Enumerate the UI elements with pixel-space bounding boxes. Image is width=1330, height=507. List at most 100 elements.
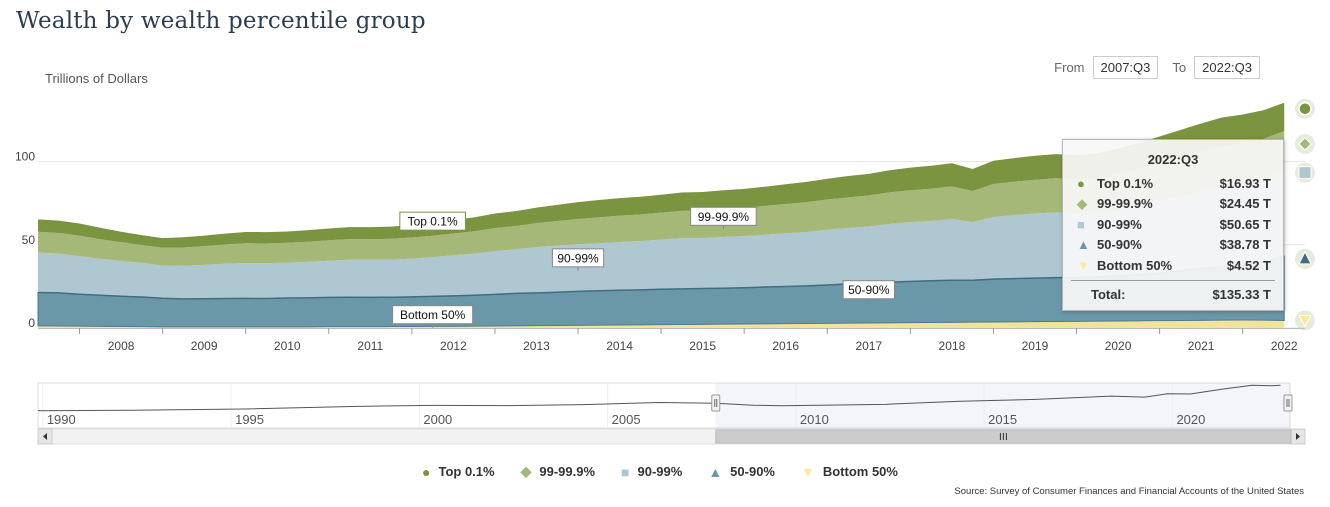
y-axis: 0 50 100 [15, 150, 35, 330]
navigator-left-handle[interactable] [711, 394, 721, 412]
chart-title: Wealth by wealth percentile group [16, 8, 426, 34]
50-90-end-marker [1298, 250, 1312, 265]
tooltip-series-value: $16.93 T [1219, 175, 1271, 191]
y-tick-label: 50 [22, 233, 36, 247]
stacked-areas [37, 102, 1285, 328]
x-axis: 2008 2009 2010 2011 2012 2013 2014 2015 2016 2017… [38, 328, 1305, 353]
annotation-bottom-50-: Bottom 50% [392, 305, 474, 328]
y-axis-units-label: Trillions of Dollars [45, 71, 148, 86]
tooltip-row: ▼ Bottom 50% $4.52 T [1063, 255, 1283, 276]
x-tick-label: 2015 [689, 339, 716, 353]
legend-symbol-icon: ◆ [520, 463, 532, 479]
tooltip-series-symbol-icon: ◆ [1077, 195, 1087, 211]
annotation-text: Top 0.1% [408, 215, 458, 229]
top-0.1-end-marker [1298, 102, 1312, 116]
from-date-input[interactable]: 2007:Q3 [1092, 56, 1159, 79]
legend-symbol-icon: ● [422, 463, 431, 480]
legend-item-90-99[interactable]: ■ 90-99% [621, 463, 682, 480]
navigator-series-line [37, 384, 1281, 412]
annotation-90-99-: 90-99% [551, 248, 605, 271]
to-label: To [1172, 60, 1187, 75]
navigator-tick-label: 2005 [612, 412, 641, 427]
tooltip-series-symbol-icon: ▲ [1077, 237, 1090, 253]
tooltip-series-symbol-icon: ● [1077, 175, 1085, 191]
x-tick-label: 2017 [855, 339, 882, 353]
annotation-text: 90-99% [557, 251, 599, 265]
date-range-selector: From 2007:Q3 To 2022:Q3 [1054, 56, 1260, 79]
legend-item-50-90[interactable]: ▲ 50-90% [708, 463, 775, 480]
legend-label: 90-99% [637, 464, 683, 479]
tooltip-row: ▲ 50-90% $38.78 T [1063, 235, 1283, 256]
annotation-box [399, 211, 466, 231]
x-tick-label: 2021 [1188, 339, 1215, 353]
tooltip-row: ● Top 0.1% $16.93 T [1063, 173, 1283, 194]
annotation-box [392, 305, 474, 325]
range-navigator[interactable]: 1990 1995 2000 2005 2010 2015 2020 [37, 382, 1306, 445]
y-tick-label: 100 [15, 150, 35, 164]
from-label: From [1054, 60, 1085, 75]
x-tick-label: 2010 [274, 339, 301, 353]
scroll-right-arrow-icon [1296, 433, 1300, 440]
navigator-tick-label: 2000 [423, 412, 452, 427]
legend-symbol-icon: ▼ [800, 463, 815, 480]
tooltip-total-value: $135.33 T [1212, 286, 1271, 302]
x-tick-label: 2012 [440, 339, 467, 353]
legend-label: 99-99.9% [539, 464, 596, 479]
annotation-text: 50-90% [848, 283, 890, 297]
tooltip-series-name: Bottom 50% [1097, 257, 1173, 273]
x-tick-label: 2009 [191, 339, 218, 353]
tooltip-series-value: $4.52 T [1226, 257, 1271, 273]
90-99-end-marker [1298, 166, 1312, 180]
y-tick-label: 0 [28, 316, 35, 330]
99-99.9-area [38, 130, 1285, 266]
source-note: Source: Survey of Consumer Finances and … [954, 486, 1304, 497]
tooltip-row: ■ 90-99% $50.65 T [1063, 214, 1283, 235]
legend-label: Bottom 50% [822, 464, 898, 479]
legend-label: 50-90% [730, 464, 775, 479]
x-tick-label: 2016 [772, 339, 799, 353]
tooltip-series-name: Top 0.1% [1097, 175, 1154, 191]
x-tick-label: 2022 [1271, 339, 1298, 353]
tooltip-series-value: $38.78 T [1219, 237, 1271, 253]
to-date-input[interactable]: 2022:Q3 [1194, 56, 1260, 79]
legend-item-bottom-50[interactable]: ▼ Bottom 50% [801, 463, 898, 480]
tooltip-row: ◆ 99-99.9% $24.45 T [1063, 194, 1283, 215]
x-tick-label: 2011 [357, 339, 383, 353]
annotation-text: 99-99.9% [698, 210, 750, 224]
annotation-box [690, 206, 757, 226]
navigator-tick-label: 1995 [235, 412, 264, 427]
tooltip-series-value: $50.65 T [1219, 216, 1271, 232]
tooltip-series-symbol-icon: ▼ [1077, 257, 1090, 273]
legend-symbol-icon: ■ [621, 463, 630, 480]
bottom-50-area [38, 320, 1285, 328]
x-tick-label: 2018 [939, 339, 966, 353]
legend-item-top-0-1[interactable]: ● Top 0.1% [422, 463, 495, 480]
navigator-tick-label: 1990 [47, 412, 76, 427]
series-end-markers [1295, 98, 1315, 331]
legend-item-99-99-9[interactable]: ◆ 99-99.9% [521, 463, 595, 480]
tooltip-total-row: Total: $135.33 T [1071, 279, 1275, 302]
annotation-50-90-: 50-90% [842, 280, 895, 303]
navigator-right-handle[interactable] [1283, 394, 1293, 412]
tooltip-series-name: 90-99% [1097, 216, 1142, 232]
annotation-text: Bottom 50% [400, 308, 466, 322]
legend-label: Top 0.1% [438, 464, 495, 479]
bottom-50-end-marker [1298, 314, 1312, 328]
tooltip-series-value: $24.45 T [1219, 196, 1271, 212]
tooltip-series-name: 99-99.9% [1097, 196, 1153, 212]
navigator-tick-label: 2015 [988, 412, 1017, 427]
x-tick-label: 2008 [108, 339, 135, 353]
annotation-box [842, 280, 895, 300]
tooltip-total-label: Total: [1091, 286, 1126, 302]
99-99.9-end-marker [1298, 137, 1312, 151]
annotation-box [551, 248, 605, 268]
legend-symbol-icon: ▲ [708, 463, 723, 480]
scroll-left-arrow-icon [43, 433, 47, 440]
navigator-tick-label: 2020 [1176, 412, 1205, 427]
legend: ● Top 0.1% ◆ 99-99.9% ■ 90-99% ▲ 50-90% ▼ Bottom … [0, 463, 1330, 480]
x-tick-label: 2019 [1022, 339, 1049, 353]
x-tick-label: 2013 [523, 339, 550, 353]
navigator-tick-label: 2010 [800, 412, 829, 427]
x-tick-label: 2020 [1105, 339, 1132, 353]
